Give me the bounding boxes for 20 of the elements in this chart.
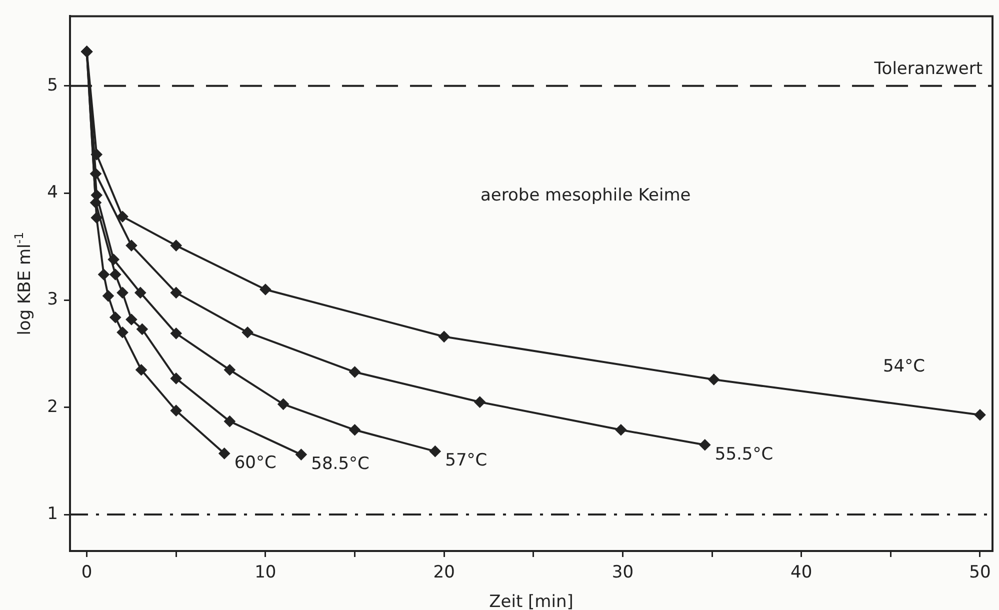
annotation: aerobe mesophile Keime <box>480 186 691 206</box>
ref-line-label: Toleranzwert <box>873 58 983 79</box>
series-label: 57°C <box>445 450 488 471</box>
y-tick-label: 4 <box>47 182 58 202</box>
x-tick-label: 30 <box>612 562 634 583</box>
x-tick-label: 10 <box>254 562 276 583</box>
y-tick-label: 1 <box>47 504 58 524</box>
y-tick-label: 2 <box>47 396 58 417</box>
x-tick-label: 40 <box>790 562 812 583</box>
x-tick-label: 0 <box>81 562 92 583</box>
series-label: 58.5°C <box>311 454 370 474</box>
y-tick-label: 5 <box>47 75 58 96</box>
y-axis-title: log KBE ml-1 <box>12 232 35 336</box>
series-label: 54°C <box>882 356 925 376</box>
x-tick-label: 20 <box>433 562 455 583</box>
series-label: 60°C <box>234 452 276 473</box>
x-tick-label: 50 <box>969 562 991 583</box>
x-axis-title: Zeit [min] <box>489 592 574 610</box>
series-label: 55.5°C <box>714 444 774 464</box>
y-tick-label: 3 <box>47 290 58 310</box>
